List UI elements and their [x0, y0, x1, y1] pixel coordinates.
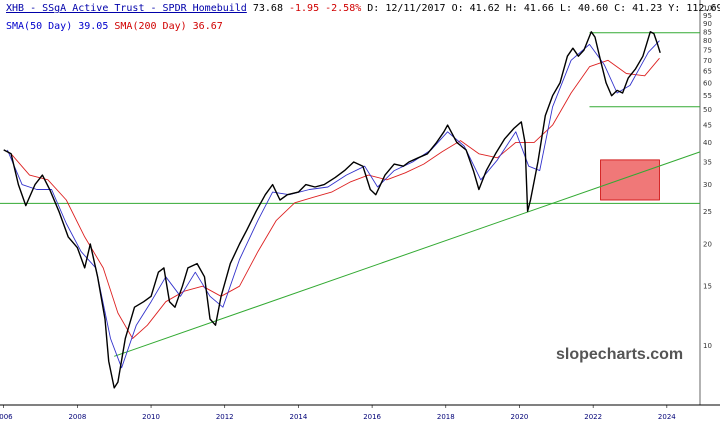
- price-line: [3, 31, 661, 389]
- y-tick-label: 20: [703, 241, 712, 249]
- y-tick-label: 50: [703, 106, 712, 114]
- x-tick-label: 2022: [584, 413, 602, 421]
- y-tick-label: 95: [703, 12, 712, 20]
- y-tick-label: 65: [703, 68, 712, 76]
- y-tick-label: 60: [703, 79, 712, 87]
- sma50-line: [6, 40, 660, 369]
- x-tick-label: 2006: [0, 413, 13, 421]
- x-tick-label: 2010: [142, 413, 160, 421]
- y-tick-label: 25: [703, 208, 712, 216]
- trendline: [114, 151, 701, 357]
- y-tick-label: 100: [703, 5, 716, 13]
- y-tick-label: 35: [703, 158, 712, 166]
- sma200-label: SMA(200 Day) 36.67: [114, 21, 223, 32]
- x-tick-label: 2018: [437, 413, 455, 421]
- sma50-label: SMA(50 Day) 39.05: [6, 21, 109, 32]
- chart-header-line1: XHB - SSgA Active Trust - SPDR Homebuild…: [6, 3, 720, 15]
- y-tick-label: 90: [703, 20, 712, 28]
- highlight-box: [600, 159, 660, 201]
- symbol-title[interactable]: XHB - SSgA Active Trust - SPDR Homebuild: [6, 3, 247, 14]
- chart-header-line2: SMA(50 Day) 39.05 SMA(200 Day) 36.67: [6, 21, 223, 33]
- x-tick-label: 2012: [216, 413, 234, 421]
- y-tick-label: 30: [703, 181, 712, 189]
- x-tick-label: 2016: [363, 413, 381, 421]
- y-tick-label: 70: [703, 57, 712, 65]
- y-tick-label: 75: [703, 47, 712, 55]
- ohlc-readout: D: 12/11/2017 O: 41.62 H: 41.66 L: 40.60…: [367, 3, 720, 14]
- sma200-line: [10, 57, 660, 339]
- y-tick-label: 15: [703, 283, 712, 291]
- x-tick-label: 2008: [68, 413, 86, 421]
- last-price: 73.68: [252, 3, 283, 14]
- y-tick-label: 85: [703, 28, 712, 36]
- x-tick-label: 2020: [511, 413, 529, 421]
- price-change: -1.95 -2.58%: [289, 3, 362, 14]
- y-tick-label: 10: [703, 342, 712, 350]
- y-tick-label: 80: [703, 37, 712, 45]
- y-tick-label: 55: [703, 92, 712, 100]
- x-tick-label: 2024: [658, 413, 676, 421]
- y-tick-label: 45: [703, 122, 712, 130]
- y-tick-label: 40: [703, 139, 712, 147]
- x-tick-label: 2014: [290, 413, 308, 421]
- watermark: slopecharts.com: [556, 346, 684, 363]
